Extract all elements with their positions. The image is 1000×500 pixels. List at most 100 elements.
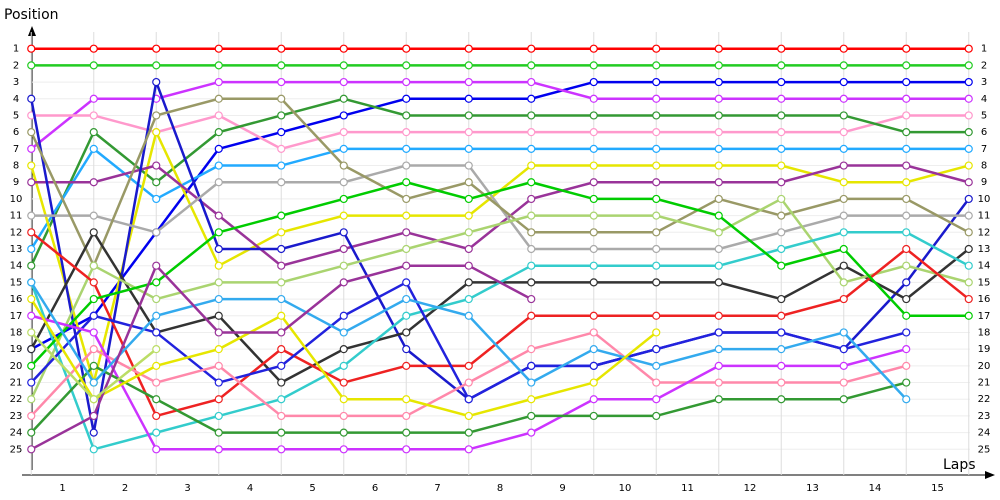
point (839, 111, 848, 120)
series-line (30, 80, 969, 150)
point (339, 144, 348, 153)
y-tick-label-right: 12 (978, 227, 991, 238)
point (464, 395, 473, 404)
point (589, 378, 598, 387)
point (527, 128, 536, 137)
point (214, 228, 223, 237)
point (902, 378, 911, 387)
point (777, 61, 786, 70)
point (777, 244, 786, 254)
point (652, 328, 661, 337)
point (652, 44, 661, 53)
point (402, 211, 411, 220)
y-tick-label: 9 (13, 177, 19, 188)
point (277, 161, 286, 170)
point (277, 345, 286, 354)
point (339, 194, 348, 204)
point (402, 445, 411, 454)
y-tick-label-right: 16 (978, 294, 991, 305)
point (27, 211, 36, 220)
point (589, 345, 598, 354)
y-tick-label-right: 19 (978, 344, 991, 355)
point (89, 395, 98, 404)
point (152, 378, 161, 387)
x-tick-label: 15 (931, 483, 944, 494)
point (714, 211, 723, 220)
point (527, 361, 536, 370)
point (902, 111, 911, 120)
point (339, 161, 348, 170)
point (527, 211, 536, 220)
point (152, 111, 161, 120)
x-tick-label: 1 (59, 483, 65, 494)
point (464, 228, 473, 237)
y-tick-label-right: 4 (981, 94, 987, 105)
point (339, 211, 348, 220)
point (402, 178, 411, 187)
point (277, 244, 286, 254)
point (339, 128, 348, 137)
point (902, 211, 911, 220)
x-tick-label: 7 (434, 483, 440, 494)
point (839, 144, 848, 153)
y-tick-label: 22 (10, 394, 23, 405)
x-tick-label: 12 (744, 483, 757, 494)
point (714, 278, 723, 287)
point (402, 244, 411, 254)
point (464, 261, 473, 270)
x-tick-label: 6 (372, 483, 378, 494)
point (527, 94, 536, 103)
point (589, 211, 598, 220)
point (402, 111, 411, 120)
point (652, 411, 661, 421)
point (277, 211, 286, 220)
point (964, 111, 973, 120)
point (714, 194, 723, 204)
point (214, 144, 223, 153)
point (652, 211, 661, 220)
point (339, 361, 348, 370)
point (464, 128, 473, 137)
y-tick-label: 23 (10, 411, 23, 422)
point (402, 361, 411, 370)
point (152, 261, 161, 270)
x-tick-label: 5 (309, 483, 315, 494)
point (964, 144, 973, 153)
point (714, 261, 723, 270)
point (27, 261, 36, 270)
y-tick-label: 1 (13, 44, 19, 55)
point (652, 94, 661, 103)
point (777, 228, 786, 237)
point (152, 44, 161, 53)
point (402, 161, 411, 170)
point (777, 194, 786, 204)
point (902, 144, 911, 153)
point (839, 44, 848, 53)
point (964, 128, 973, 137)
x-tick-label: 8 (497, 483, 503, 494)
point (777, 311, 786, 320)
point (589, 161, 598, 170)
y-tick-label-right: 10 (978, 194, 991, 205)
point (89, 144, 98, 153)
point (402, 194, 411, 204)
point (89, 411, 98, 421)
point (402, 428, 411, 437)
y-tick-label: 18 (10, 327, 23, 338)
point (652, 111, 661, 120)
point (589, 228, 598, 237)
point (464, 445, 473, 454)
point (89, 428, 98, 437)
y-tick-label: 10 (10, 194, 23, 205)
point (964, 228, 973, 237)
point (589, 244, 598, 254)
point (527, 77, 536, 87)
point (27, 244, 36, 254)
x-axis-label: Laps (943, 457, 976, 473)
point (902, 61, 911, 70)
y-tick-label: 20 (10, 361, 23, 372)
point (964, 244, 973, 254)
point (589, 395, 598, 404)
point (902, 294, 911, 304)
point (214, 77, 223, 87)
